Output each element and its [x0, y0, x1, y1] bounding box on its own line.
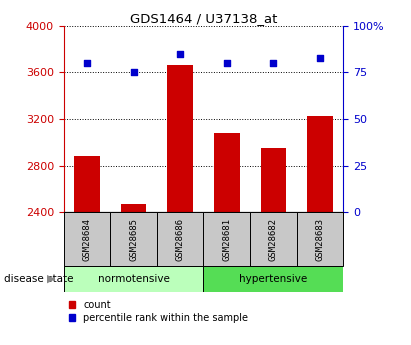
Text: GSM28686: GSM28686 [175, 218, 185, 262]
Text: ▶: ▶ [47, 274, 55, 284]
Bar [261, 148, 286, 212]
Bar [121, 204, 146, 212]
Bar [157, 212, 203, 266]
Text: GSM28683: GSM28683 [315, 218, 324, 262]
Point [130, 70, 137, 75]
Bar [203, 212, 250, 266]
Text: normotensive: normotensive [98, 274, 169, 284]
Text: GSM28685: GSM28685 [129, 218, 138, 262]
Text: disease state: disease state [4, 274, 74, 284]
Bar [64, 212, 110, 266]
Text: GSM28681: GSM28681 [222, 218, 231, 262]
Legend: count, percentile rank within the sample: count, percentile rank within the sample [69, 300, 248, 323]
Title: GDS1464 / U37138_at: GDS1464 / U37138_at [130, 12, 277, 25]
Point [270, 60, 277, 66]
Text: GSM28684: GSM28684 [83, 218, 92, 262]
Bar [214, 133, 240, 212]
Point [224, 60, 230, 66]
Bar [250, 212, 297, 266]
Bar [64, 266, 203, 292]
Text: hypertensive: hypertensive [239, 274, 307, 284]
Point [316, 55, 323, 60]
Point [84, 60, 90, 66]
Bar [74, 156, 100, 212]
Point [177, 51, 183, 57]
Bar [110, 212, 157, 266]
Bar [203, 266, 343, 292]
Bar [167, 66, 193, 212]
Bar [297, 212, 343, 266]
Text: GSM28682: GSM28682 [269, 218, 278, 262]
Bar [307, 116, 333, 212]
